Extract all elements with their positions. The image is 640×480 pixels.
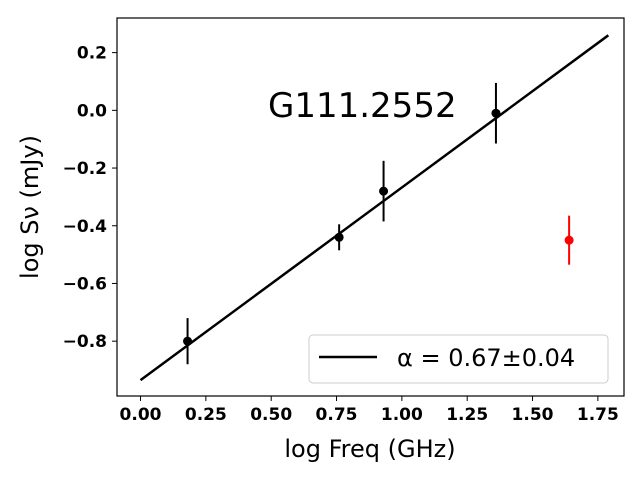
y-axis: −0.8 −0.6 −0.4 −0.2 0.0 0.2 xyxy=(63,44,117,352)
data-point xyxy=(379,186,389,196)
y-tick-label: −0.2 xyxy=(63,159,107,179)
x-tick-label: 1.50 xyxy=(512,405,554,425)
series-layer xyxy=(139,34,610,382)
x-tick-label: 1.00 xyxy=(381,405,423,425)
x-tick-label: 1.75 xyxy=(577,405,619,425)
axes-frame xyxy=(116,17,625,397)
legend-label: α = 0.67±0.04 xyxy=(397,344,575,372)
legend-box xyxy=(308,334,609,384)
x-axis-label: log Freq (GHz) xyxy=(284,435,455,463)
y-tick-label: 0.2 xyxy=(77,44,107,64)
fit-line xyxy=(139,34,610,382)
y-tick-label: 0.0 xyxy=(77,101,107,121)
x-axis: 0.00 0.25 0.50 0.75 1.00 1.25 1.50 1.75 xyxy=(120,396,619,425)
y-tick-label: −0.4 xyxy=(63,217,108,237)
y-tick-label: −0.6 xyxy=(63,274,107,294)
x-tick-label: 0.25 xyxy=(185,405,227,425)
x-tick-label: 0.00 xyxy=(120,405,162,425)
data-point xyxy=(564,235,574,245)
annotation-label: G111.2552 xyxy=(268,86,457,126)
x-tick-label: 0.50 xyxy=(250,405,292,425)
plot-area xyxy=(116,17,625,397)
y-axis-label: log Sν (mJy) xyxy=(16,135,44,279)
x-tick-label: 0.75 xyxy=(316,405,358,425)
x-tick-label: 1.25 xyxy=(446,405,488,425)
y-tick-label: −0.8 xyxy=(63,332,107,352)
legend: α = 0.67±0.04 xyxy=(308,334,609,384)
